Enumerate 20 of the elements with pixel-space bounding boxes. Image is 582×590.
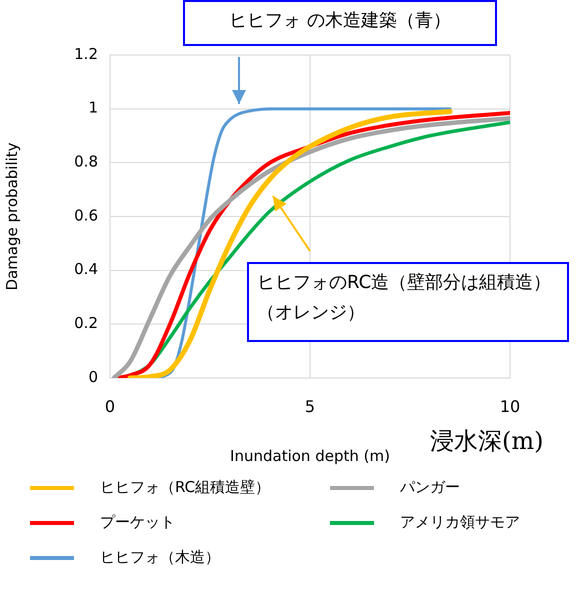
- y-tick-label: 0.2: [74, 314, 98, 332]
- text: 浸水深(m): [430, 426, 544, 457]
- y-axis-title: Damage probability: [2, 142, 21, 291]
- legend-label: アメリカ領サモア: [400, 513, 520, 532]
- legend-label: ヒヒフォ（RC組積造壁）: [100, 478, 270, 497]
- x-tick-label: 5: [304, 396, 316, 416]
- y-tick-label: 0.4: [74, 260, 98, 278]
- x-tick-label: 0: [104, 396, 116, 416]
- legend-label: プーケット: [100, 513, 175, 532]
- legend-label: ヒヒフォ（木造）: [100, 548, 220, 567]
- text: ヒヒフォ の木造建築（青）: [183, 0, 497, 46]
- x-tick-label: 10: [500, 396, 520, 416]
- y-tick-label: 0.6: [74, 206, 98, 224]
- legend-label: パンガー: [400, 478, 460, 497]
- y-tick-label: 1: [88, 98, 98, 117]
- y-tick-label: 0.8: [74, 152, 98, 171]
- annotation: ヒヒフォのRC造（壁部分は組積造）（オレンジ）: [247, 262, 569, 342]
- y-tick-label: 1.2: [74, 44, 98, 63]
- x-axis-title: Inundation depth (m): [230, 446, 390, 465]
- y-tick-label: 0: [88, 368, 98, 386]
